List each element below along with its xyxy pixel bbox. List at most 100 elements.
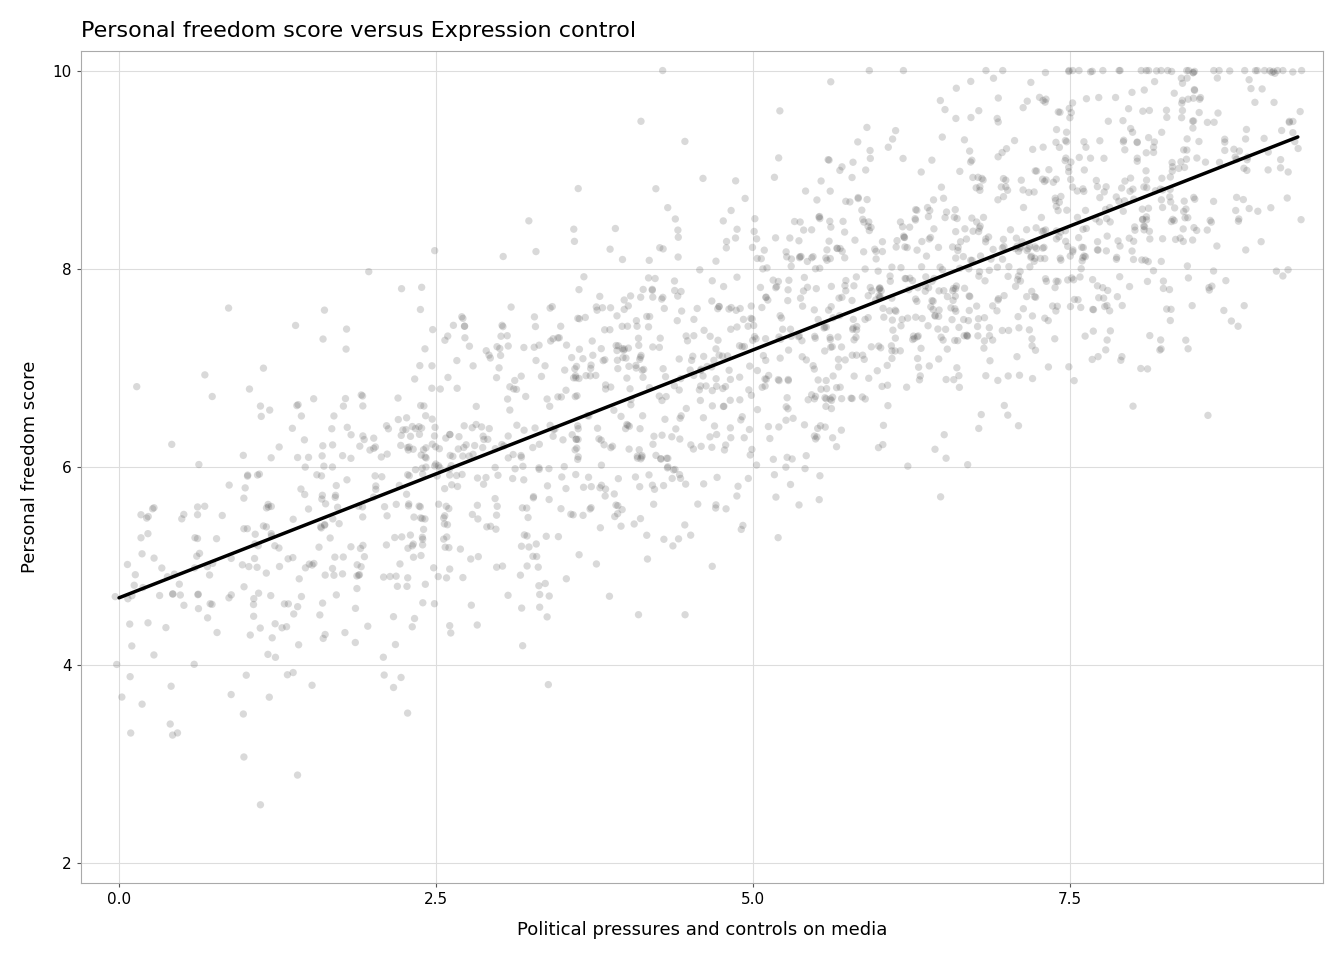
Point (1035, 172, 1056, 187)
Point (649, 240, 671, 255)
Point (934, 427, 956, 443)
Point (605, 221, 626, 236)
Point (310, 468, 332, 484)
Point (1142, 145, 1164, 160)
Point (974, 368, 996, 383)
Point (708, 348, 730, 363)
Point (645, 447, 667, 463)
Point (310, 519, 332, 535)
Point (1273, 62, 1294, 78)
Point (187, 587, 208, 602)
Point (929, 259, 950, 275)
Point (1047, 105, 1068, 120)
Point (1073, 183, 1094, 199)
Point (638, 319, 660, 334)
Point (1160, 313, 1181, 328)
Point (593, 437, 614, 452)
Point (120, 726, 141, 741)
Point (857, 310, 879, 325)
Point (948, 368, 969, 383)
Point (1050, 105, 1071, 120)
Point (870, 289, 891, 304)
Point (894, 271, 915, 286)
Point (586, 556, 607, 571)
Point (968, 170, 989, 185)
Point (1198, 408, 1219, 423)
Point (818, 233, 840, 249)
Point (575, 368, 597, 383)
Point (890, 214, 911, 229)
Point (1060, 155, 1082, 170)
Point (310, 520, 332, 536)
Point (1270, 160, 1292, 176)
Point (953, 312, 974, 327)
Point (1176, 258, 1198, 274)
Point (906, 203, 927, 218)
Point (539, 492, 560, 507)
Point (706, 341, 727, 356)
Point (396, 410, 418, 425)
Point (1109, 62, 1130, 78)
Point (1009, 368, 1031, 383)
Point (1020, 75, 1042, 90)
Point (1062, 62, 1083, 78)
Point (567, 311, 589, 326)
Point (1208, 62, 1230, 78)
Point (1189, 91, 1211, 107)
Point (1136, 163, 1157, 179)
Point (1184, 192, 1206, 207)
Point (918, 209, 939, 225)
Point (550, 501, 571, 516)
Point (1153, 280, 1175, 296)
Point (1144, 74, 1165, 89)
Point (765, 490, 786, 505)
Point (1058, 63, 1079, 79)
Point (434, 481, 456, 496)
Point (694, 348, 715, 364)
Point (409, 419, 430, 434)
Point (512, 638, 534, 654)
Point (910, 369, 931, 384)
Point (707, 469, 728, 485)
Point (1132, 212, 1153, 228)
Point (906, 329, 927, 345)
Point (683, 328, 704, 344)
Point (1011, 234, 1032, 250)
Point (1032, 139, 1054, 155)
Point (1019, 259, 1040, 275)
Point (237, 468, 258, 484)
Point (743, 329, 765, 345)
Point (905, 212, 926, 228)
Point (516, 559, 538, 574)
Point (898, 282, 919, 298)
Point (706, 497, 727, 513)
Point (857, 214, 879, 229)
Point (312, 448, 333, 464)
Point (1048, 229, 1070, 245)
Point (809, 209, 831, 225)
Point (253, 518, 274, 534)
Point (1130, 361, 1152, 376)
Point (1062, 95, 1083, 110)
Point (845, 323, 867, 338)
Point (1034, 174, 1055, 189)
Point (930, 329, 952, 345)
Point (462, 358, 484, 373)
Point (606, 352, 628, 368)
Point (769, 350, 790, 366)
Point (1132, 252, 1153, 268)
Point (728, 392, 750, 407)
Point (396, 706, 418, 721)
Point (620, 381, 641, 396)
Point (1145, 183, 1167, 199)
Point (821, 278, 843, 294)
Point (991, 180, 1012, 195)
Point (1075, 139, 1097, 155)
Point (797, 392, 818, 407)
Point (607, 498, 629, 514)
Point (567, 180, 589, 196)
Point (379, 569, 401, 585)
Point (852, 390, 874, 405)
Point (860, 339, 882, 354)
Point (832, 244, 853, 259)
